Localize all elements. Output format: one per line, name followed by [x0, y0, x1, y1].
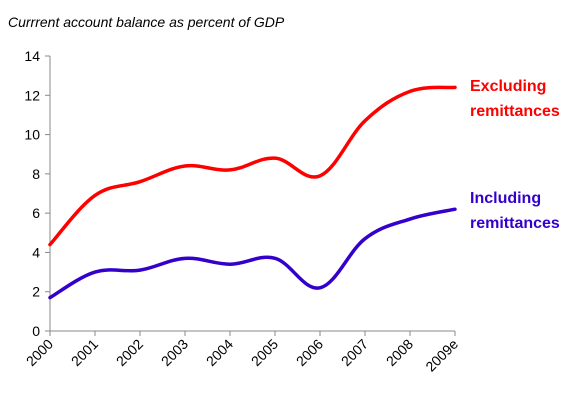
axes: [49, 56, 455, 332]
series-label-2: Including: [470, 190, 541, 207]
series-label-1: Excluding: [470, 78, 546, 95]
x-tick-label: 2002: [113, 336, 146, 369]
series-line-1: [48, 85, 457, 247]
x-tick-label: 2005: [248, 336, 281, 369]
series-label-1: remittances: [470, 103, 560, 120]
y-tick-label: 12: [24, 87, 40, 103]
chart-title: Currrent account balance as percent of G…: [8, 14, 285, 30]
y-tick-label: 0: [32, 323, 40, 339]
x-tick-label: 2007: [338, 336, 371, 369]
y-axis-ticks: 0 2 4 6 8 10 12 14: [24, 48, 50, 339]
series-lines: [48, 85, 457, 300]
x-tick-label: 2006: [293, 336, 326, 369]
x-tick-label: 2000: [23, 336, 56, 369]
y-tick-label: 2: [32, 284, 40, 300]
series-line-2: [48, 207, 457, 300]
x-tick-label: 2004: [203, 336, 236, 369]
x-tick-label: 2008: [383, 336, 416, 369]
y-tick-label: 14: [24, 48, 40, 64]
x-tick-label: 2003: [158, 336, 191, 369]
x-axis-ticks: 2000 2001 2002 2003 2004 2005 2006 2007 2008 2009…: [23, 331, 461, 375]
x-tick-label: 2001: [68, 336, 101, 369]
series-label-2: remittances: [470, 215, 560, 232]
x-tick-label: 2009e: [422, 336, 461, 375]
y-tick-label: 4: [32, 244, 40, 260]
y-tick-label: 6: [32, 205, 40, 221]
y-tick-label: 8: [32, 166, 40, 182]
series-labels: Excluding remittances Including remittances: [470, 78, 560, 232]
y-tick-label: 10: [24, 127, 40, 143]
